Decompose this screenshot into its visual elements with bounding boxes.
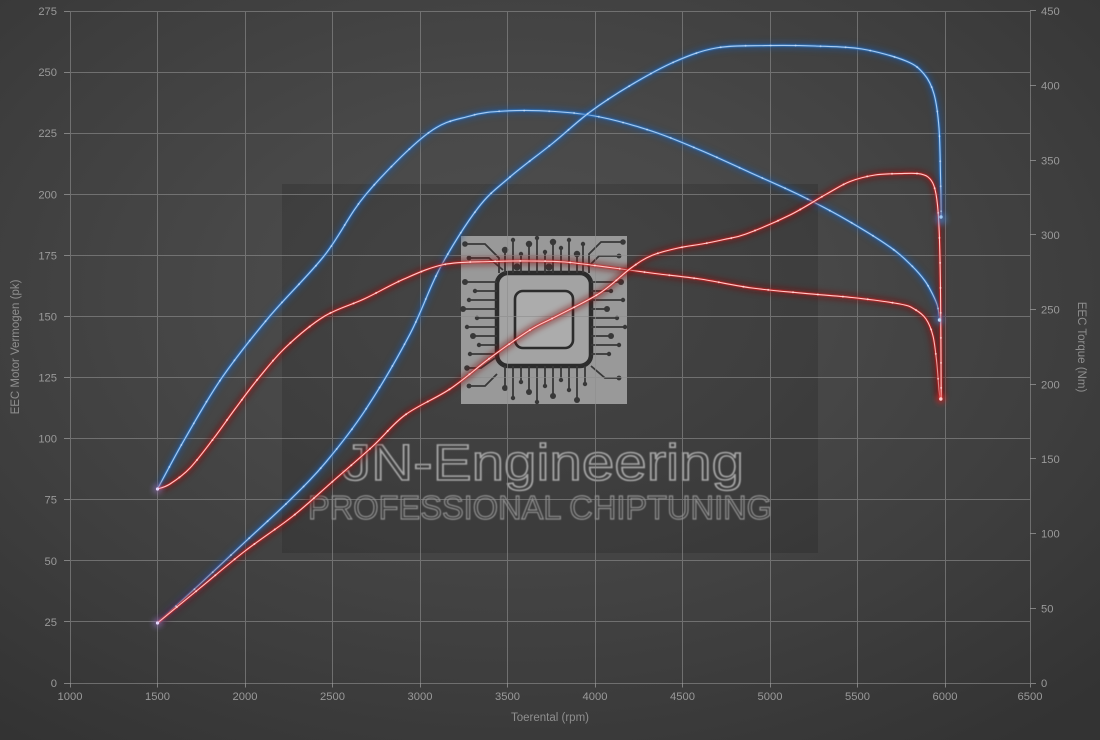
svg-text:2000: 2000 — [233, 691, 258, 703]
svg-text:150: 150 — [38, 312, 57, 324]
svg-text:3500: 3500 — [495, 691, 520, 703]
svg-text:50: 50 — [45, 556, 57, 568]
svg-text:5500: 5500 — [845, 691, 870, 703]
svg-text:1500: 1500 — [145, 691, 170, 703]
svg-text:300: 300 — [1041, 230, 1060, 242]
svg-text:0: 0 — [51, 678, 57, 690]
svg-text:175: 175 — [38, 250, 57, 262]
svg-text:4000: 4000 — [583, 691, 608, 703]
svg-text:350: 350 — [1041, 155, 1060, 167]
svg-text:400: 400 — [1041, 81, 1060, 93]
svg-text:EEC Motor Vermogen (pk): EEC Motor Vermogen (pk) — [10, 279, 22, 414]
svg-text:275: 275 — [38, 6, 57, 18]
svg-text:1000: 1000 — [58, 691, 83, 703]
svg-text:6000: 6000 — [933, 691, 958, 703]
svg-text:200: 200 — [38, 189, 57, 201]
svg-text:250: 250 — [38, 67, 57, 79]
svg-text:5000: 5000 — [758, 691, 783, 703]
svg-text:3000: 3000 — [408, 691, 433, 703]
svg-text:125: 125 — [38, 373, 57, 385]
svg-text:Toerental (rpm): Toerental (rpm) — [511, 712, 589, 724]
svg-text:75: 75 — [45, 495, 57, 507]
svg-text:100: 100 — [38, 434, 57, 446]
svg-text:150: 150 — [1041, 454, 1060, 466]
svg-text:PROFESSIONAL CHIPTUNING: PROFESSIONAL CHIPTUNING — [308, 489, 772, 526]
svg-text:EEC Torque (Nm): EEC Torque (Nm) — [1075, 302, 1087, 393]
svg-text:200: 200 — [1041, 379, 1060, 391]
svg-text:250: 250 — [1041, 305, 1060, 317]
svg-text:4500: 4500 — [670, 691, 695, 703]
svg-text:6500: 6500 — [1018, 691, 1043, 703]
svg-text:100: 100 — [1041, 529, 1060, 541]
svg-text:0: 0 — [1041, 678, 1047, 690]
svg-text:50: 50 — [1041, 603, 1053, 615]
svg-text:2500: 2500 — [320, 691, 345, 703]
svg-text:JN-Engineering: JN-Engineering — [342, 434, 744, 491]
svg-text:25: 25 — [45, 617, 57, 629]
svg-text:450: 450 — [1041, 6, 1060, 18]
svg-text:225: 225 — [38, 128, 57, 140]
